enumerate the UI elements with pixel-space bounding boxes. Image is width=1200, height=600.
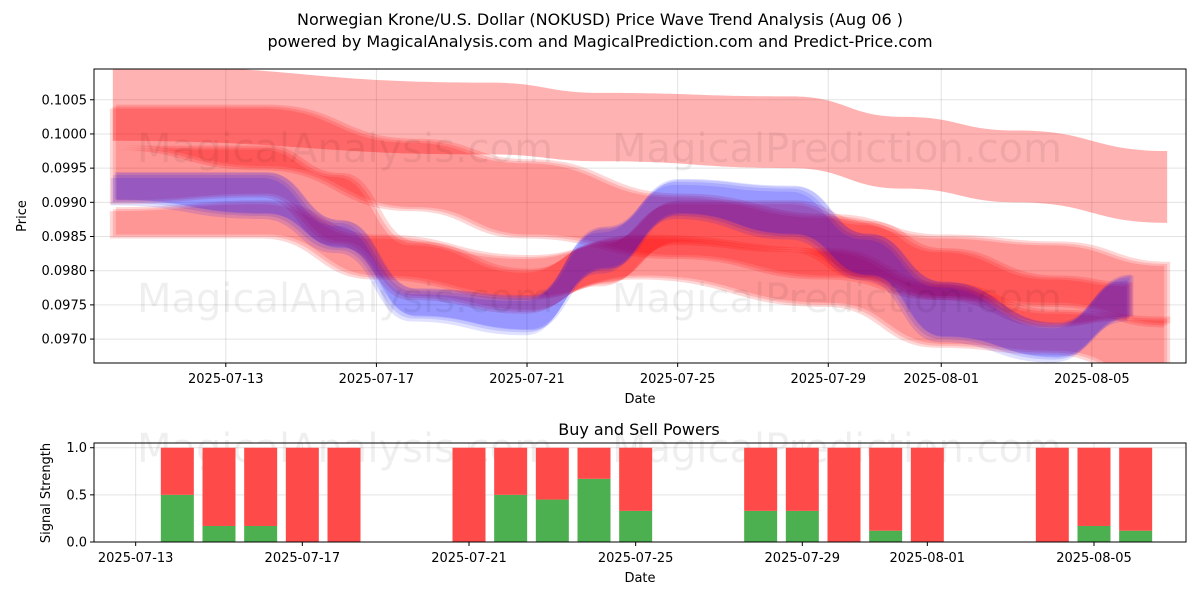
price-x-tick-label: 2025-08-01 xyxy=(903,372,979,387)
red-band-layer xyxy=(112,147,1130,326)
signal-bars xyxy=(160,447,1153,542)
watermark-prediction-mid: MagicalPrediction.com xyxy=(612,276,1062,322)
buy-power-bar xyxy=(535,499,569,542)
buy-power-bar xyxy=(785,510,819,542)
price-y-ticks: 0.0970 0.0975 0.0980 0.0985 0.0990 0.0995 0.10… xyxy=(42,93,94,348)
sell-power-bar xyxy=(327,447,361,542)
price-x-tick-label: 2025-07-21 xyxy=(489,372,565,387)
price-grid xyxy=(94,69,1186,363)
watermark-analysis-mid: MagicalAnalysis.com xyxy=(137,276,553,322)
signal-x-tick-label: 2025-08-05 xyxy=(1056,551,1132,566)
price-y-tick-label: 0.0995 xyxy=(42,162,88,177)
price-y-axis-label: Price xyxy=(15,200,30,232)
blue-band-layer xyxy=(110,177,1128,363)
sell-power-bar xyxy=(785,447,819,511)
sell-power-bar xyxy=(160,447,194,495)
price-y-tick-label: 0.0975 xyxy=(42,298,88,313)
buy-power-bar xyxy=(577,478,611,542)
signal-plot-frame xyxy=(93,442,1187,543)
sell-power-bar xyxy=(869,447,903,531)
signal-x-ticks: 2025-07-13 2025-07-17 2025-07-21 2025-07-25… xyxy=(98,542,1132,566)
sell-power-bar xyxy=(744,447,778,511)
sell-power-bar xyxy=(452,447,486,542)
chart-subtitle: powered by MagicalAnalysis.com and Magic… xyxy=(267,32,932,51)
signal-y-tick-label: 0.5 xyxy=(66,488,87,503)
price-y-tick-label: 0.0985 xyxy=(42,230,88,245)
price-plot-frame xyxy=(93,68,1187,364)
price-x-tick-label: 2025-07-17 xyxy=(339,372,415,387)
price-wave-chart: MagicalAnalysis.com MagicalPrediction.co… xyxy=(15,68,1187,407)
signal-x-tick-label: 2025-07-25 xyxy=(598,551,674,566)
price-x-tick-label: 2025-07-13 xyxy=(188,372,264,387)
price-bands xyxy=(109,69,1171,363)
signal-y-tick-label: 1.0 xyxy=(66,441,87,456)
chart-title: Norwegian Krone/U.S. Dollar (NOKUSD) Pri… xyxy=(297,10,903,29)
buy-power-bar xyxy=(1119,530,1153,542)
price-y-tick-label: 0.1000 xyxy=(42,127,88,142)
red-band-layer xyxy=(109,108,1165,328)
buy-sell-title: Buy and Sell Powers xyxy=(558,420,720,439)
price-x-ticks: 2025-07-13 2025-07-17 2025-07-21 2025-07-25… xyxy=(188,363,1130,387)
signal-y-tick-label: 0.0 xyxy=(66,536,87,551)
blue-band-layer xyxy=(114,171,1132,357)
signal-x-tick-label: 2025-07-21 xyxy=(431,551,507,566)
signal-x-axis-label: Date xyxy=(624,571,655,586)
buy-power-bar xyxy=(202,525,236,542)
red-wave-band xyxy=(112,69,1168,223)
red-band-layer xyxy=(115,104,1171,324)
sell-power-bar xyxy=(202,447,236,526)
price-y-tick-label: 0.0990 xyxy=(42,196,88,211)
sell-power-bar xyxy=(535,447,569,500)
red-band-layer xyxy=(112,69,1168,223)
blue-band-layer xyxy=(112,174,1130,360)
sell-power-bar xyxy=(619,447,653,511)
red-wave-band xyxy=(109,104,1171,328)
buy-power-bar xyxy=(619,510,653,542)
buy-power-bar xyxy=(160,494,194,542)
red-band-layer xyxy=(109,204,1165,363)
buy-power-bar xyxy=(869,530,903,542)
buy-power-bar xyxy=(1077,525,1111,542)
sell-power-bar xyxy=(494,447,528,495)
price-x-tick-label: 2025-08-05 xyxy=(1054,372,1130,387)
watermark-analysis-top: MagicalAnalysis.com xyxy=(137,126,553,172)
price-x-tick-label: 2025-07-25 xyxy=(640,372,716,387)
buy-power-bar xyxy=(494,494,528,542)
watermark-prediction-top: MagicalPrediction.com xyxy=(612,126,1062,172)
buy-sell-chart: Buy and Sell Powers MagicalAnalysis.com … xyxy=(39,420,1187,586)
red-band-layer xyxy=(109,149,1127,328)
sell-power-bar xyxy=(1119,447,1153,531)
red-band-layer xyxy=(115,145,1133,324)
buy-power-bar xyxy=(744,510,778,542)
blue-wave-band xyxy=(110,171,1134,363)
buy-power-bar xyxy=(244,525,278,542)
red-wave-band xyxy=(109,145,1133,328)
price-y-tick-label: 0.0970 xyxy=(42,333,88,348)
price-x-tick-label: 2025-07-29 xyxy=(790,372,866,387)
sell-power-bar xyxy=(285,447,319,542)
sell-power-bar xyxy=(577,447,611,479)
sell-power-bar xyxy=(827,447,861,542)
blue-band-layer xyxy=(116,172,1134,358)
red-wave-band xyxy=(109,200,1171,363)
signal-x-tick-label: 2025-07-29 xyxy=(765,551,841,566)
signal-y-ticks: 0.0 0.5 1.0 xyxy=(66,441,94,551)
signal-x-tick-label: 2025-07-13 xyxy=(98,551,174,566)
sell-power-bar xyxy=(910,447,944,542)
signal-y-axis-label: Signal Strength xyxy=(39,443,54,543)
price-y-tick-label: 0.0980 xyxy=(42,264,88,279)
red-band-layer xyxy=(112,202,1168,363)
signal-x-tick-label: 2025-07-17 xyxy=(265,551,341,566)
sell-power-bar xyxy=(244,447,278,526)
sell-power-bar xyxy=(1035,447,1069,542)
red-band-layer xyxy=(112,106,1168,326)
signal-x-tick-label: 2025-08-01 xyxy=(890,551,966,566)
red-band-layer xyxy=(115,200,1171,363)
price-x-axis-label: Date xyxy=(624,392,655,407)
sell-power-bar xyxy=(1077,447,1111,526)
price-y-tick-label: 0.1005 xyxy=(42,93,88,108)
